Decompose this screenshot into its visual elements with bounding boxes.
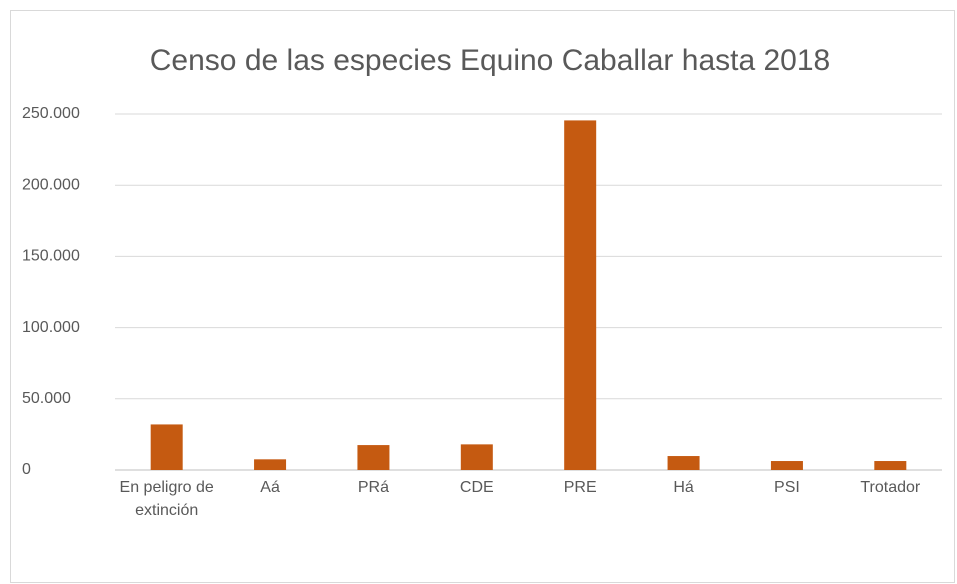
x-tick-label: Trotador: [860, 479, 921, 496]
bar: [460, 444, 493, 470]
y-tick-label: 100.000: [22, 319, 80, 336]
y-tick-label: 50.000: [22, 390, 71, 407]
y-tick-label: 0: [22, 461, 31, 478]
y-tick-label: 150.000: [22, 248, 80, 265]
bar: [667, 456, 700, 470]
chart-border: [10, 10, 955, 583]
x-tick-label: PRE: [563, 479, 597, 496]
y-tick-label: 250.000: [22, 105, 80, 122]
bar: [357, 445, 390, 470]
bar: [770, 461, 803, 470]
bar: [150, 424, 183, 470]
bar: [254, 459, 287, 470]
chart-title: Censo de las especies Equino Caballar ha…: [150, 44, 830, 77]
x-tick-label: En peligro de extinción: [119, 479, 214, 519]
x-tick-label: PSI: [774, 479, 800, 496]
x-tick-label: PRá: [357, 479, 389, 496]
x-tick-label: CDE: [459, 479, 494, 496]
bar: [874, 461, 907, 470]
x-tick-label: Há: [673, 479, 694, 496]
x-tick-label: Aá: [260, 479, 280, 496]
bar: [564, 120, 597, 471]
y-tick-label: 200.000: [22, 176, 80, 193]
